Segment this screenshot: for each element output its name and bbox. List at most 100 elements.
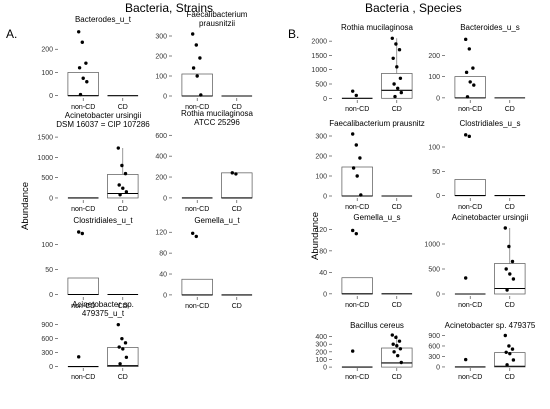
data-point [505,363,509,367]
y-tick-label: 300 [315,342,327,349]
data-point [503,226,507,230]
panel-title: Rothia mucilaginosa [341,23,414,32]
data-point [467,47,471,51]
y-tick-label: 1000 [311,67,327,74]
panel-title: Gemella_u_t [194,216,240,225]
data-point [80,40,85,44]
y-tick-label: 1000 [424,242,440,249]
x-tick-label: CD [392,374,402,381]
y-tick-label: 100 [315,357,327,364]
y-tick-label: 900 [41,322,53,329]
data-point [394,335,398,340]
panel-title: Bacteroides_u_s [460,23,520,32]
data-point [464,357,468,362]
data-point [199,93,203,97]
panel-letter-b: B. [288,27,299,41]
data-point [508,351,512,356]
data-point [464,133,468,137]
y-tick-label: 40 [159,272,167,279]
y-tick-label: 600 [428,343,440,350]
data-point [78,92,83,97]
data-point [390,36,394,40]
data-point [392,350,396,354]
data-point [81,76,85,80]
data-point [351,132,355,136]
data-point [471,66,475,70]
data-point [351,228,355,233]
x-tick-label: CD [505,374,515,381]
data-point [359,193,363,197]
panel-title: Rothia mucilaginosa [181,109,254,118]
data-point [116,322,121,327]
data-point [398,347,403,351]
y-tick-label: 500 [428,267,440,274]
data-point [393,94,397,99]
chart-panel: Acinetobacter sp.479375_u_t 0 300 600 900 non… [41,300,139,381]
data-point [124,190,129,194]
y-tick-label: 200 [315,349,327,356]
x-tick-label: CD [118,303,128,310]
data-point [465,95,470,99]
data-point [124,355,129,359]
data-point [505,288,509,292]
y-tick-label: 500 [315,82,327,89]
x-tick-label: non-CD [185,104,209,111]
data-point [77,66,82,70]
data-point [351,89,355,93]
y-tick-label: 0 [163,292,167,299]
chart-panel: Clostridiales_u_t 0 50 100 non-CD CD [41,216,139,310]
y-tick-label: 300 [315,134,327,141]
x-tick-label: CD [505,106,515,113]
y-tick-label: 0 [49,292,53,299]
data-point [468,80,472,84]
y-tick-label: 0 [49,195,53,202]
chart-panel: Gemella_u_s 0 40 80 120 non-CD CD [315,213,413,309]
data-point [464,37,468,42]
data-point [351,166,356,170]
x-tick-label: non-CD [458,106,482,113]
data-point [77,30,81,34]
x-tick-label: non-CD [458,204,482,211]
data-point [354,93,358,98]
box-body [67,72,99,97]
box-body [454,76,486,99]
chart-panel: Gemella_u_t 0 40 80 120 non-CD CD [155,216,253,310]
left-y-axis-label: Abundance [20,182,31,230]
panel-title: Acinetobacter sp. 479375 [445,321,536,330]
y-tick-label: 200 [315,154,327,161]
y-tick-label: 1500 [311,53,327,60]
y-tick-label: 100 [41,70,53,77]
y-tick-label: 0 [323,365,327,372]
y-tick-label: 400 [155,154,167,161]
panel-title: Acinetobacter ursingii [452,213,529,222]
y-tick-label: 80 [319,248,327,255]
right-figure-title: Bacteria , Species [365,1,462,15]
box-body [494,263,526,295]
y-tick-label: 200 [41,47,53,54]
data-point [121,347,125,351]
y-tick-label: 0 [49,93,53,100]
y-tick-label: 0 [323,96,327,103]
data-point [395,344,399,348]
y-tick-label: 100 [428,145,440,152]
x-tick-label: CD [505,204,515,211]
data-point [510,347,515,351]
chart-panel: Clostridiales_u_s 0 50 100 non-CD CD [428,119,526,211]
y-tick-label: 300 [428,354,440,361]
data-point [358,156,362,160]
y-tick-label: 120 [155,230,167,237]
y-tick-label: 600 [41,336,53,343]
data-point [191,32,195,36]
y-tick-label: 200 [428,53,440,60]
x-tick-label: CD [505,302,515,309]
box-body [67,277,99,295]
data-point [194,234,198,239]
x-tick-label: non-CD [71,206,95,213]
data-point [121,186,125,190]
data-point [507,244,511,249]
panel-title: Bacterodes_u_t [75,15,132,24]
data-point [464,276,468,280]
data-point [504,267,508,271]
data-point [511,277,516,281]
